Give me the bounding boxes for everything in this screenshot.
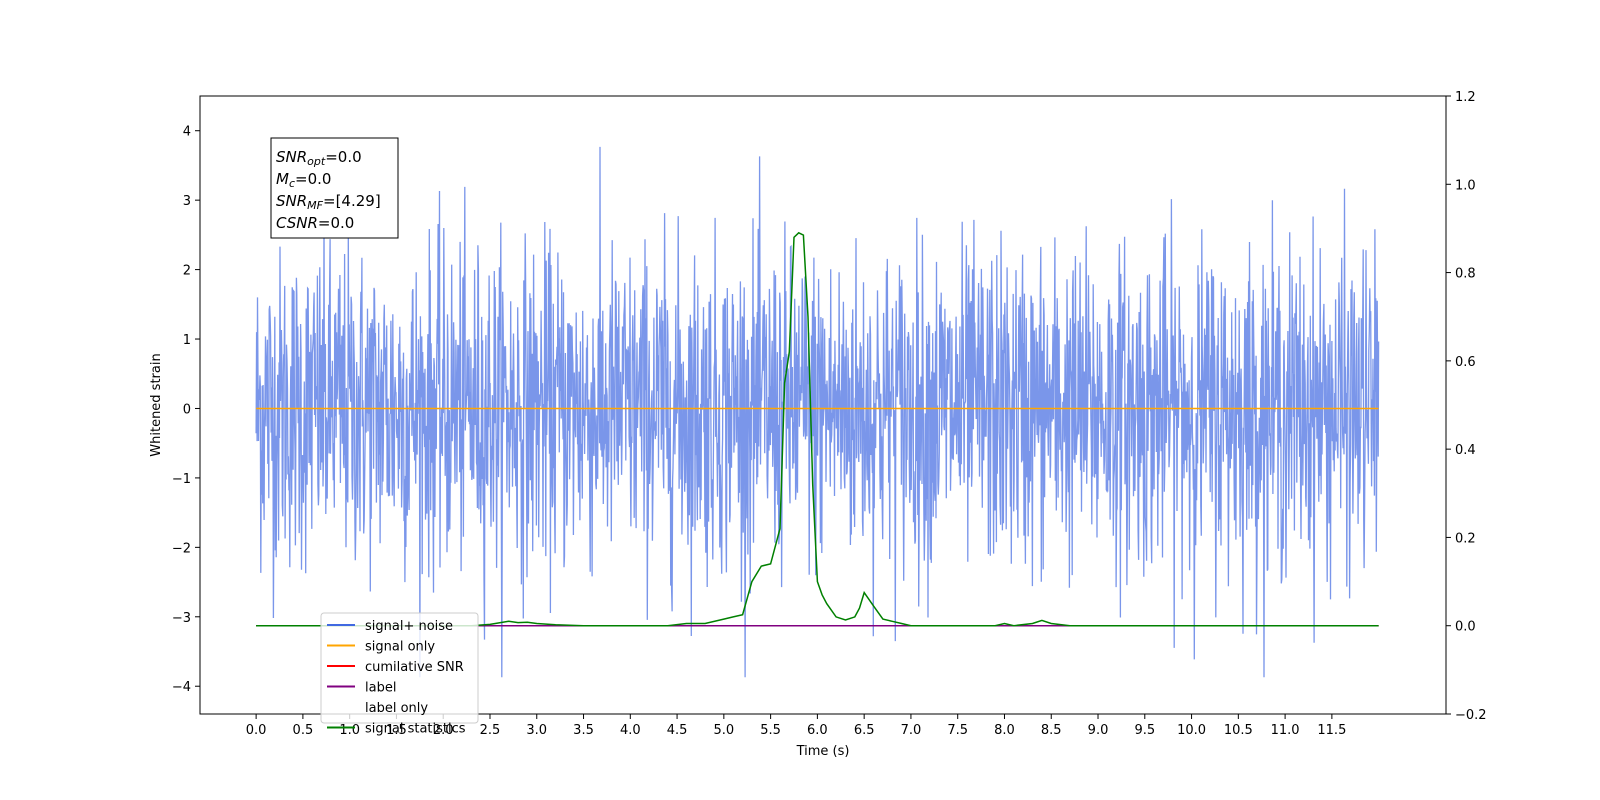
legend: signal+ noise signal only cumilative SNR la…	[320, 612, 479, 737]
x-tick-label: 6.0	[807, 723, 828, 738]
y-tick-label: 2	[183, 264, 191, 279]
y-tick-label: −2	[172, 541, 191, 556]
x-tick-label: 2.0	[433, 723, 454, 738]
plot-frame	[199, 95, 1447, 715]
x-tick-label: 10.5	[1224, 723, 1253, 738]
legend-entry-label: label	[365, 681, 396, 696]
x-tick-label: 0.5	[293, 723, 314, 738]
series-signal-statistics	[256, 231, 1379, 627]
y2-tick-label: 0.2	[1455, 531, 1476, 546]
y-axis-right: 1.2 1.0 0.8 0.6 0.4 0.2 0.0 −0.2	[1446, 90, 1487, 723]
y2-tick-label: −0.2	[1455, 708, 1487, 723]
y2-tick-label: 1.0	[1455, 178, 1476, 193]
x-tick-label: 5.5	[760, 723, 781, 738]
y-axis-label: Whitened strain	[149, 353, 164, 456]
x-tick-label: 3.0	[526, 723, 547, 738]
x-tick-label: 9.5	[1134, 723, 1155, 738]
y-tick-label: 3	[183, 194, 191, 209]
y2-tick-label: 0.8	[1455, 267, 1476, 282]
annotation-line: SNRMF=[4.29]	[276, 192, 381, 212]
x-axis: 0.0 0.5 1.0 1.5 2.0 2.5 3.0 3.5 4.0 4.5 5.0 5.5 6.0 6…	[246, 714, 1346, 738]
y-tick-label: 1	[183, 333, 191, 348]
y2-tick-label: 0.4	[1455, 443, 1476, 458]
x-tick-label: 10.0	[1177, 723, 1206, 738]
x-tick-label: 6.5	[854, 723, 875, 738]
annotation-line: CSNR=0.0	[276, 214, 354, 232]
y-tick-label: 0	[183, 402, 191, 417]
y-axis-left: 4 3 2 1 0 −1 −2 −3 −4	[172, 125, 200, 695]
legend-entry-label: signal statistics	[365, 722, 466, 737]
legend-entry-label: label only	[365, 701, 428, 716]
legend-entry-label: cumilative SNR	[365, 660, 464, 675]
series-signal-noise	[255, 146, 1380, 678]
y-tick-label: −4	[172, 680, 191, 695]
x-tick-label: 7.5	[947, 723, 968, 738]
annotation-frame	[270, 137, 399, 239]
y2-tick-label: 0.6	[1455, 355, 1476, 370]
x-tick-label: 8.0	[994, 723, 1015, 738]
x-tick-label: 7.0	[901, 723, 922, 738]
y2-tick-label: 0.0	[1455, 620, 1476, 635]
x-tick-label: 11.5	[1317, 723, 1346, 738]
x-tick-label: 0.0	[246, 723, 267, 738]
x-tick-label: 3.5	[573, 723, 594, 738]
x-tick-label: 5.0	[714, 723, 735, 738]
x-tick-label: 8.5	[1041, 723, 1062, 738]
annotation-line: Mc=0.0	[276, 170, 331, 190]
y-tick-label: 4	[183, 125, 191, 140]
x-tick-label: 2.5	[480, 723, 501, 738]
x-axis-label: Time (s)	[796, 744, 850, 759]
legend-frame	[320, 612, 479, 724]
x-tick-label: 4.0	[620, 723, 641, 738]
y2-tick-label: 1.2	[1455, 90, 1476, 105]
y-tick-label: −3	[172, 611, 191, 626]
x-tick-label: 1.0	[339, 723, 360, 738]
legend-entry-label: signal+ noise	[365, 619, 453, 634]
x-tick-label: 9.0	[1088, 723, 1109, 738]
legend-entry-label: signal only	[365, 640, 435, 655]
annotation-line: SNRopt=0.0	[276, 148, 362, 168]
x-tick-label: 4.5	[667, 723, 688, 738]
x-tick-label: 11.0	[1271, 723, 1300, 738]
y-tick-label: −1	[172, 472, 191, 487]
x-tick-label: 1.5	[386, 723, 407, 738]
